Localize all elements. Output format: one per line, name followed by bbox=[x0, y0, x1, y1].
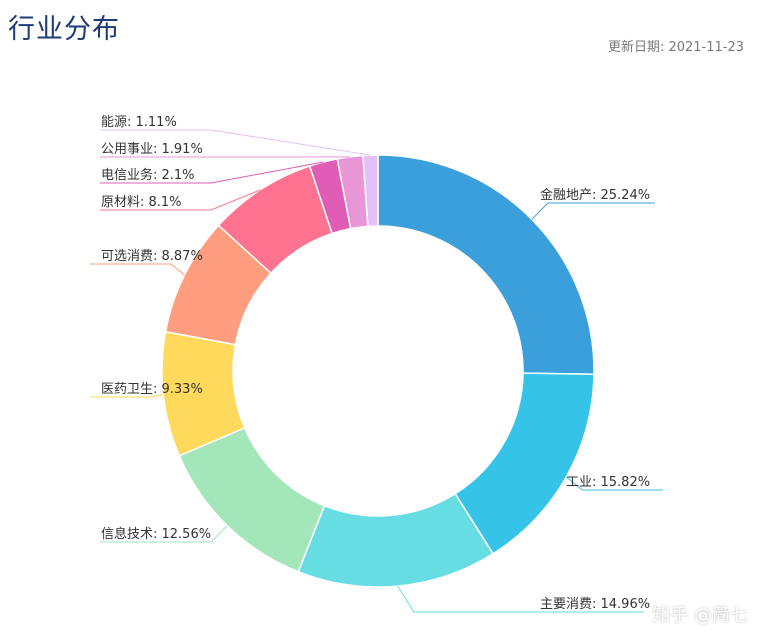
data-label-slice-1: 工业: 15.82% bbox=[566, 475, 650, 490]
leader-line-slice-7 bbox=[100, 161, 324, 184]
page-title: 行业分布 bbox=[8, 14, 120, 45]
data-label-slice-6: 原材料: 8.1% bbox=[101, 195, 182, 210]
leader-line-slice-9 bbox=[100, 129, 371, 156]
data-label-slice-8: 公用事业: 1.91% bbox=[101, 142, 203, 157]
data-label-slice-3: 信息技术: 12.56% bbox=[101, 526, 211, 542]
donut-slice-2 bbox=[297, 492, 495, 588]
data-label-slice-7: 电信业务: 2.1% bbox=[101, 167, 195, 183]
leader-line-slice-0 bbox=[531, 202, 655, 220]
leader-line-slice-6 bbox=[100, 189, 261, 211]
leader-line-slice-1 bbox=[565, 476, 663, 491]
leader-line-slice-3 bbox=[100, 525, 228, 543]
update-date-line: 更新日期: 2021-11-23 bbox=[608, 36, 744, 55]
data-label-slice-4: 医药卫生: 9.33% bbox=[101, 382, 203, 397]
data-label-slice-5: 可选消费: 8.87% bbox=[101, 249, 203, 264]
update-date-value: 2021-11-23 bbox=[668, 40, 744, 55]
data-label-slice-2: 主要消费: 14.96% bbox=[540, 597, 650, 612]
donut-slice-0 bbox=[377, 154, 595, 376]
donut-slice-3 bbox=[178, 426, 326, 573]
data-label-slice-0: 金融地产: 25.24% bbox=[540, 187, 650, 203]
leader-line-slice-2 bbox=[397, 585, 644, 613]
watermark: 知乎 @简七 bbox=[652, 605, 748, 626]
update-date-label: 更新日期: bbox=[608, 40, 665, 55]
leader-line-slice-5 bbox=[90, 263, 185, 276]
data-label-slice-9: 能源: 1.11% bbox=[101, 115, 177, 130]
leader-line-slice-4 bbox=[90, 394, 164, 398]
